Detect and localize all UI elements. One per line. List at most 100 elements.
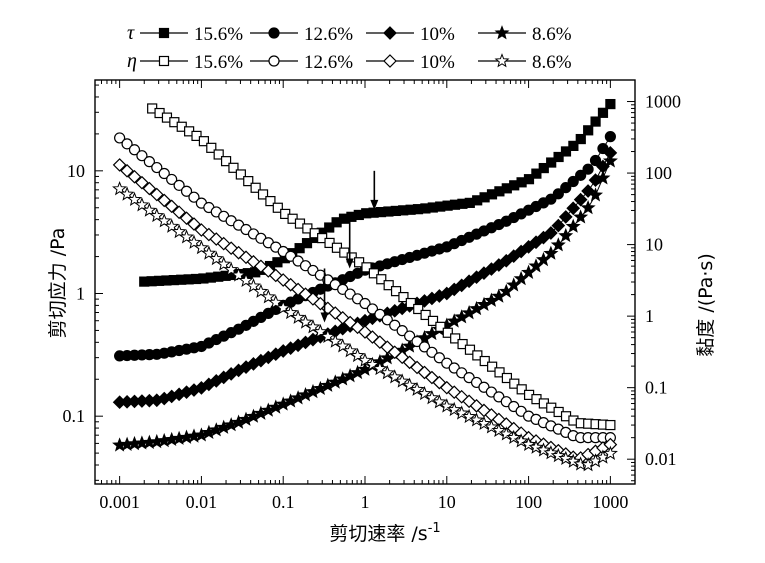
series-8-point: [469, 412, 485, 427]
series-1-point: [590, 116, 601, 127]
series-2-point: [560, 182, 572, 194]
series-8-point: [558, 450, 574, 466]
series-8-point: [350, 347, 365, 363]
series-8-point: [119, 186, 135, 201]
series-8-point: [424, 390, 440, 405]
series-8-point: [216, 256, 232, 271]
series-8-point: [446, 401, 462, 417]
series-4-point: [580, 200, 596, 215]
series-5-point: [479, 355, 490, 367]
legend-marker: [158, 27, 170, 39]
series-5-point: [250, 182, 261, 193]
series-8-point: [364, 356, 380, 372]
series-8-point: [439, 398, 455, 413]
series-5-point: [420, 309, 431, 321]
series-5-point: [509, 378, 520, 389]
right-y-tick-label: 100: [645, 163, 672, 183]
series-8-point: [416, 385, 433, 401]
series-8-point: [312, 323, 328, 339]
x-tick-label: 100: [515, 492, 542, 512]
series-5-point: [368, 268, 379, 279]
series-8-point: [283, 304, 299, 320]
series-4-point: [602, 153, 618, 168]
series-8-point: [573, 456, 589, 471]
series-7-point: [157, 193, 172, 208]
series-5-point: [361, 262, 372, 273]
legend-marker: [158, 55, 170, 67]
series-5-point: [442, 327, 453, 338]
series-5-point: [390, 286, 402, 297]
series-2-point: [589, 154, 602, 167]
series-2-point: [567, 175, 579, 188]
series-5-point: [272, 202, 283, 213]
legend-marker: [268, 27, 280, 39]
series-6-point: [389, 319, 401, 331]
series-5-point: [605, 419, 616, 431]
series-8-point: [327, 333, 343, 348]
series-7-point: [142, 181, 157, 196]
legend-label: 8.6%: [532, 24, 572, 45]
series-4-point: [573, 209, 589, 224]
x-tick-label: 0.1: [272, 492, 295, 512]
right-y-tick-label: 10: [645, 235, 663, 255]
series-4-point: [595, 170, 611, 185]
series-8-point: [179, 229, 195, 244]
series-8-point: [268, 294, 284, 309]
series-8-point: [126, 191, 143, 206]
series-8-point: [357, 352, 373, 367]
left-y-tick-label: 1: [76, 284, 85, 304]
series-6-point: [158, 167, 170, 180]
series-6-point: [426, 346, 438, 358]
series-4-point: [543, 245, 559, 260]
left-y-tick-label: 0.1: [63, 406, 86, 426]
series-8-point: [498, 426, 514, 441]
series-8-point: [409, 381, 425, 396]
series-8-point: [342, 343, 358, 358]
series-5-point: [501, 372, 513, 384]
right-y-tick-label: 1000: [645, 92, 681, 112]
legend-label: 8.6%: [532, 52, 572, 73]
series-1-point: [546, 157, 557, 168]
series-5-point: [376, 274, 387, 285]
right-y-tick-label: 1: [645, 306, 654, 326]
series-2-point: [582, 163, 594, 175]
series-8-point: [461, 408, 477, 424]
series-4-point: [550, 237, 566, 252]
series-6-point: [114, 132, 126, 144]
series-7-point: [164, 199, 179, 214]
legend-label: 12.6%: [304, 52, 353, 73]
series-5-point: [383, 280, 394, 291]
series-8-point: [379, 365, 395, 380]
legend-marker: [383, 54, 397, 68]
series-8-point: [454, 405, 470, 420]
right-y-tick-label: 0.01: [645, 449, 677, 469]
series-5-point: [220, 156, 232, 167]
series-1-point: [568, 140, 579, 151]
series-5-point: [228, 162, 239, 173]
series-3-point: [573, 192, 588, 207]
series-8-point: [543, 445, 559, 460]
series-6-point: [374, 308, 386, 320]
series-8-point: [402, 377, 418, 392]
series-7-point: [135, 175, 149, 190]
series-5-point: [191, 130, 202, 142]
series-1-point: [531, 168, 542, 179]
series-8-point: [297, 314, 313, 329]
x-tick-label: 1: [361, 492, 370, 512]
series-8-point: [476, 415, 492, 431]
series-5-point: [464, 344, 476, 355]
series-8-point: [387, 369, 403, 384]
legend-marker: [494, 53, 510, 68]
series-8-point: [201, 245, 217, 260]
series-5-point: [457, 338, 468, 350]
left-y-axis-title: 剪切应力 /Pa: [47, 228, 69, 339]
legend-label: 12.6%: [304, 24, 353, 45]
series-8-point: [513, 433, 529, 448]
series-8-point: [134, 197, 150, 212]
series-8-point: [528, 439, 544, 454]
series-3-point: [551, 218, 566, 233]
series-5-point: [265, 195, 276, 207]
plot-area: 0.001 0.01 0.1 1 10 100 1000 0.1 1 10 0.01 0.1 1 10 10…: [63, 79, 681, 512]
series-1-point: [560, 146, 572, 157]
